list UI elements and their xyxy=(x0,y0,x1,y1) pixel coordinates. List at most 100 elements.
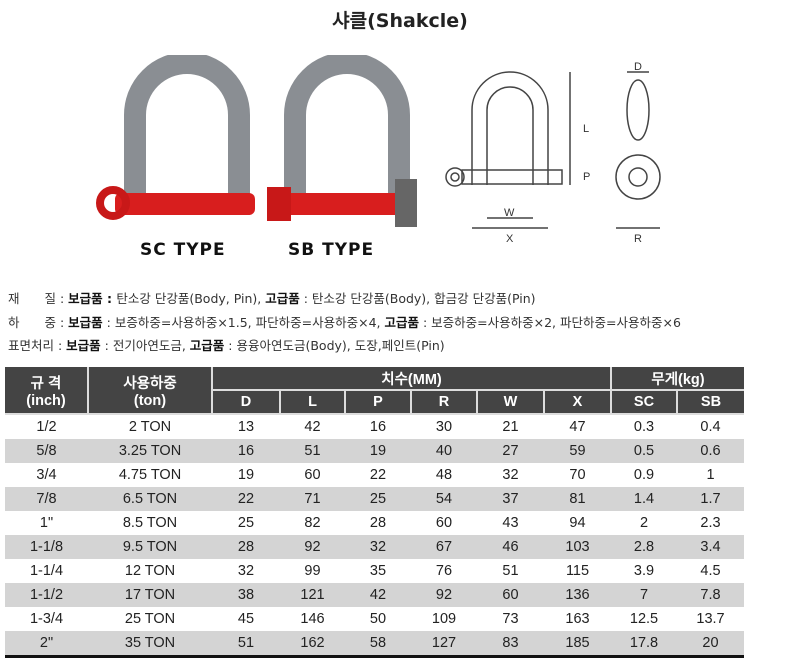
table-cell: 12 TON xyxy=(124,563,176,579)
dim-p-label: P xyxy=(583,171,590,183)
table-cell: 1.4 xyxy=(611,487,677,511)
table-cell: 71 xyxy=(280,487,345,511)
table-cell: 3/4 xyxy=(36,467,57,483)
table-cell: 38 xyxy=(212,583,280,607)
table-cell: 1-1/8 xyxy=(5,535,88,559)
table-cell: 28 xyxy=(369,515,387,531)
table-cell: 8.5 TON xyxy=(122,515,178,531)
table-cell: 42 xyxy=(304,419,321,435)
table-cell: 92 xyxy=(280,535,345,559)
spec-premium-text: : 탄소강 단강품(Body), 합금강 단강품(Pin) xyxy=(299,291,536,306)
header-p: P xyxy=(345,390,412,415)
table-cell: 2" xyxy=(5,631,88,658)
table-row: 1" 8.5 TON 25 82 28 60 43 94 2 2.3 xyxy=(5,511,744,535)
table-cell: 67 xyxy=(411,535,477,559)
table-cell: 94 xyxy=(569,515,586,531)
table-cell: 17 TON xyxy=(88,583,212,607)
table-cell: 22 xyxy=(369,467,387,483)
table-cell: 47 xyxy=(569,419,586,435)
table-cell: 1-1/2 xyxy=(5,583,88,607)
shackle-photos xyxy=(96,55,417,227)
table-cell: 103 xyxy=(544,535,611,559)
table-row: 5/8 3.25 TON 16 51 19 40 27 59 0.5 0.6 xyxy=(5,439,744,463)
spec-standard-text: : 전기아연도금, xyxy=(100,338,190,353)
sc-shackle-image xyxy=(96,55,255,220)
table-cell: 0.4 xyxy=(700,419,721,435)
table-cell: 2.8 xyxy=(611,535,677,559)
table-cell: 20 xyxy=(677,631,744,658)
spec-standard-text: : 보증하중=사용하중×1.5, 파단하중=사용하중×4, xyxy=(102,315,385,330)
header-load: 사용하중 (ton) xyxy=(88,367,213,415)
table-cell: 27 xyxy=(477,439,544,463)
table-cell: 4.5 xyxy=(700,563,721,579)
table-cell: 54 xyxy=(411,487,477,511)
table-cell: 32 xyxy=(502,467,519,483)
table-cell: 58 xyxy=(345,631,411,658)
spec-label: 표면처리 : xyxy=(8,338,67,353)
header-d: D xyxy=(212,390,281,415)
table-row: 2" 35 TON 51 162 58 127 83 185 17.8 20 xyxy=(5,631,744,658)
table-cell: 19 xyxy=(345,439,411,463)
table-cell: 83 xyxy=(477,631,544,658)
table-cell: 22 xyxy=(212,487,280,511)
table-cell: 35 xyxy=(369,563,387,579)
table-cell: 1 xyxy=(706,467,715,483)
spec-premium-text: : 용융아연도금(Body), 도장,페인트(Pin) xyxy=(224,338,445,353)
table-cell: 81 xyxy=(544,487,611,511)
table-cell: 7.8 xyxy=(677,583,744,607)
table-cell: 162 xyxy=(280,631,345,658)
table-cell: 2.3 xyxy=(700,515,721,531)
table-cell: 40 xyxy=(411,439,477,463)
table-cell: 7/8 xyxy=(5,487,88,511)
table-cell: 60 xyxy=(435,515,453,531)
table-cell: 5/8 xyxy=(5,439,88,463)
spec-standard: 보급품 xyxy=(68,315,103,330)
table-cell: 163 xyxy=(565,611,590,627)
table-cell: 136 xyxy=(544,583,611,607)
table-cell: 109 xyxy=(431,611,457,627)
table-row: 1-1/2 17 TON 38 121 42 92 60 136 7 7.8 xyxy=(5,583,744,607)
table-cell: 4.75 TON xyxy=(118,467,182,483)
table-cell: 99 xyxy=(304,563,321,579)
table-cell: 2 TON xyxy=(128,419,172,435)
spec-label: 재 질 : xyxy=(8,291,69,306)
dim-d-label: D xyxy=(634,61,642,73)
table-cell: 51 xyxy=(502,563,519,579)
table-cell: 7 xyxy=(611,583,677,607)
header-size: 규 격 (inch) xyxy=(5,367,89,415)
table-cell: 82 xyxy=(304,515,321,531)
table-row: 1-1/8 9.5 TON 28 92 32 67 46 103 2.8 3.4 xyxy=(5,535,744,559)
table-cell: 121 xyxy=(280,583,345,607)
table-cell: 30 xyxy=(435,419,453,435)
table-cell: 17.8 xyxy=(611,631,677,658)
table-cell: 13 xyxy=(237,419,255,435)
table-cell: 76 xyxy=(435,563,453,579)
table-cell: 127 xyxy=(411,631,477,658)
table-cell: 25 xyxy=(237,515,255,531)
table-cell: 19 xyxy=(237,467,255,483)
header-r: R xyxy=(411,390,478,415)
header-sb: SB xyxy=(677,390,744,415)
dim-l-label: L xyxy=(583,123,589,135)
table-cell: 50 xyxy=(369,611,387,627)
table-cell: 21 xyxy=(502,419,519,435)
table-cell: 1" xyxy=(39,515,54,531)
table-cell: 16 xyxy=(369,419,387,435)
table-cell: 46 xyxy=(477,535,544,559)
sb-type-label: SB TYPE xyxy=(288,240,375,260)
sb-shackle-image xyxy=(267,55,417,227)
table-cell: 2 xyxy=(639,515,649,531)
table-cell: 48 xyxy=(435,467,453,483)
table-cell: 9.5 TON xyxy=(88,535,212,559)
table-cell: 25 xyxy=(345,487,411,511)
table-cell: 59 xyxy=(544,439,611,463)
table-cell: 35 TON xyxy=(88,631,212,658)
table-cell: 13.7 xyxy=(696,611,725,627)
table-cell: 32 xyxy=(237,563,255,579)
header-weight: 무게(kg) xyxy=(611,367,744,391)
spec-premium-text: : 보증하중=사용하중×2, 파단하중=사용하중×6 xyxy=(418,315,681,330)
header-dimensions: 치수(MM) xyxy=(212,367,612,391)
table-cell: 1.7 xyxy=(677,487,744,511)
table-cell: 70 xyxy=(569,467,586,483)
